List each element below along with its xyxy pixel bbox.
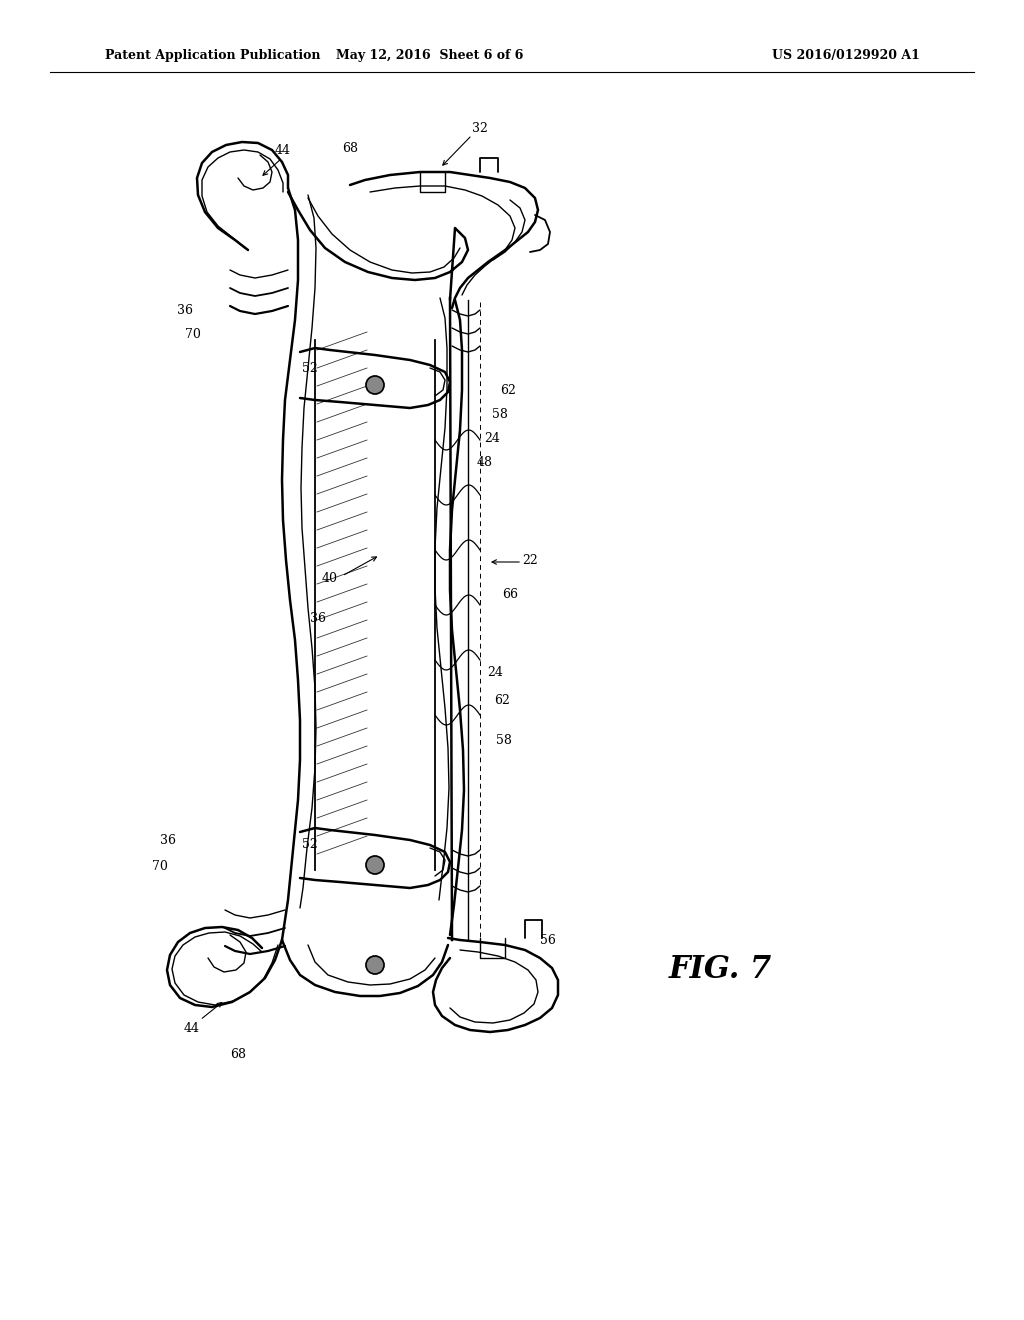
Text: 58: 58 (493, 408, 508, 421)
Circle shape (366, 956, 384, 974)
Text: US 2016/0129920 A1: US 2016/0129920 A1 (772, 49, 920, 62)
Text: 36: 36 (160, 833, 176, 846)
Text: 36: 36 (310, 611, 326, 624)
Text: Patent Application Publication: Patent Application Publication (105, 49, 321, 62)
Text: 44: 44 (184, 1022, 200, 1035)
Text: 62: 62 (494, 693, 510, 706)
Text: 24: 24 (484, 432, 500, 445)
Text: 40: 40 (322, 572, 338, 585)
Text: 70: 70 (152, 859, 168, 873)
Text: FIG. 7: FIG. 7 (669, 954, 772, 986)
Circle shape (366, 855, 384, 874)
Text: 32: 32 (472, 121, 488, 135)
Text: 68: 68 (342, 141, 358, 154)
Text: 70: 70 (185, 329, 201, 342)
Text: 52: 52 (302, 362, 317, 375)
Circle shape (366, 376, 384, 393)
Text: 48: 48 (477, 455, 493, 469)
Text: 36: 36 (177, 304, 193, 317)
Text: 24: 24 (487, 665, 503, 678)
Text: 68: 68 (230, 1048, 246, 1061)
Text: 66: 66 (502, 589, 518, 602)
Text: May 12, 2016  Sheet 6 of 6: May 12, 2016 Sheet 6 of 6 (336, 49, 523, 62)
Text: 44: 44 (275, 144, 291, 157)
Text: 52: 52 (302, 838, 317, 851)
Text: 62: 62 (500, 384, 516, 396)
Text: 58: 58 (496, 734, 512, 747)
Text: 22: 22 (522, 553, 538, 566)
Text: 56: 56 (540, 933, 556, 946)
